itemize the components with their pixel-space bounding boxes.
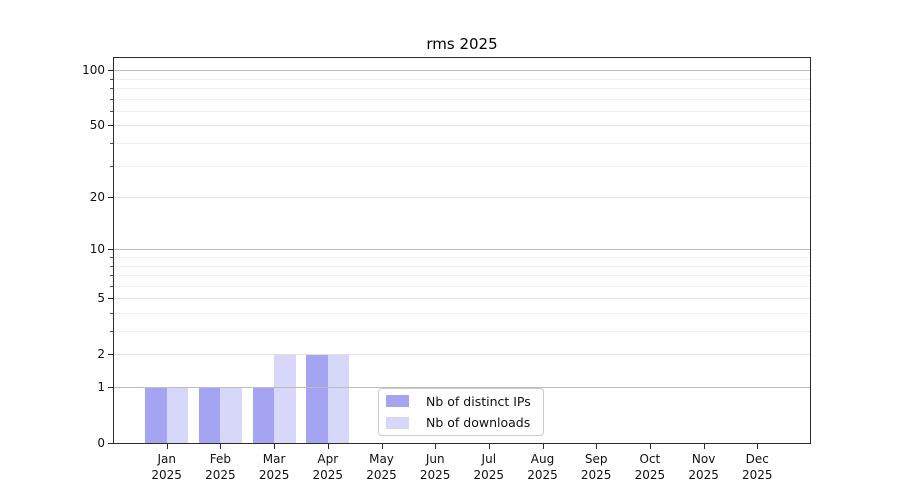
x-tick-label: Apr 2025: [312, 452, 344, 482]
x-tick-label: Jun 2025: [419, 452, 451, 482]
bar-distinct-ips: [306, 354, 328, 443]
legend-swatch-downloads: [386, 416, 409, 429]
legend-label-downloads: Nb of downloads: [426, 415, 531, 431]
x-tick-label: Nov 2025: [688, 452, 719, 482]
y-tick-label: 0: [97, 436, 105, 450]
y-gridline-minor: [113, 88, 811, 90]
x-tick-mark: [757, 444, 759, 449]
y-tick-mark-minor: [110, 78, 113, 80]
y-tick-label: 20: [89, 190, 105, 205]
y-tick-mark-minor: [110, 143, 113, 145]
legend-item-downloads: Nb of downloads: [386, 414, 536, 433]
y-gridline-minor: [113, 265, 811, 267]
y-tick-mark: [108, 387, 113, 388]
y-gridline: [113, 70, 811, 72]
y-gridline: [113, 249, 811, 251]
y-tick-mark-minor: [110, 165, 113, 167]
x-tick-mark: [220, 444, 222, 449]
legend-swatch-distinct-ips: [386, 395, 409, 408]
y-tick-label: 2: [97, 347, 105, 362]
y-gridline-minor: [113, 98, 811, 100]
y-gridline: [113, 298, 811, 300]
x-tick-label: Mar 2025: [258, 452, 290, 482]
x-tick-mark: [381, 444, 383, 449]
plot-border: [113, 57, 811, 444]
y-gridline-minor: [113, 111, 811, 112]
bar-downloads: [274, 354, 296, 443]
y-gridline-minor: [113, 257, 811, 258]
y-tick-mark-minor: [110, 285, 113, 287]
y-gridline-minor: [113, 78, 811, 80]
legend: Nb of distinct IPs Nb of downloads: [378, 388, 544, 436]
bar-downloads: [220, 387, 242, 443]
x-tick-label: Jul 2025: [473, 452, 505, 482]
x-tick-mark: [703, 444, 705, 449]
x-tick-label: Oct 2025: [634, 452, 666, 482]
x-tick-mark: [274, 444, 276, 449]
x-tick-mark: [327, 444, 329, 449]
y-tick-mark: [108, 443, 113, 444]
y-tick-label: 100: [82, 63, 105, 78]
x-tick-mark: [542, 444, 544, 449]
bar-distinct-ips: [198, 387, 221, 443]
bar-distinct-ips: [252, 387, 275, 443]
y-tick-label: 1: [97, 380, 105, 394]
x-tick-mark: [596, 444, 598, 449]
y-tick-mark-minor: [110, 98, 113, 100]
y-tick-mark: [108, 298, 113, 300]
x-tick-mark: [649, 444, 651, 449]
y-tick-mark-minor: [110, 331, 113, 332]
y-tick-mark-minor: [110, 313, 113, 314]
y-gridline-minor: [113, 331, 811, 332]
y-tick-label: 5: [97, 291, 105, 306]
y-tick-mark: [108, 197, 113, 199]
x-tick-label: Jan 2025: [151, 452, 182, 482]
x-tick-mark: [166, 444, 168, 449]
y-tick-mark: [108, 354, 113, 356]
y-tick-mark-minor: [110, 265, 113, 267]
bar-downloads: [166, 387, 189, 443]
bar-distinct-ips: [145, 387, 167, 443]
y-gridline: [113, 387, 811, 388]
legend-label-distinct-ips: Nb of distinct IPs: [426, 393, 531, 409]
y-tick-mark-minor: [110, 88, 113, 90]
x-tick-label: Sep 2025: [580, 452, 612, 482]
y-gridline: [113, 197, 811, 199]
y-gridline-minor: [113, 285, 811, 287]
x-tick-label: Feb 2025: [205, 452, 236, 482]
y-gridline: [113, 125, 811, 127]
y-gridline-minor: [113, 313, 811, 314]
y-gridline: [113, 354, 811, 356]
y-tick-label: 50: [89, 118, 105, 133]
chart-title: rms 2025: [426, 35, 498, 53]
y-tick-mark: [108, 249, 113, 251]
x-tick-label: May 2025: [366, 452, 397, 482]
y-gridline-minor: [113, 143, 811, 145]
x-tick-mark: [435, 444, 437, 449]
x-tick-label: Aug 2025: [527, 452, 558, 482]
legend-item-distinct-ips: Nb of distinct IPs: [386, 392, 536, 411]
x-tick-mark: [488, 444, 490, 449]
y-gridline-minor: [113, 165, 811, 167]
y-tick-mark-minor: [110, 257, 113, 258]
y-tick-mark-minor: [110, 111, 113, 112]
bar-downloads: [327, 354, 350, 443]
y-tick-mark: [108, 70, 113, 72]
y-tick-mark-minor: [110, 275, 113, 276]
y-tick-mark: [108, 125, 113, 127]
y-tick-label: 10: [89, 242, 105, 257]
x-tick-label: Dec 2025: [742, 452, 773, 482]
y-gridline-minor: [113, 275, 811, 276]
